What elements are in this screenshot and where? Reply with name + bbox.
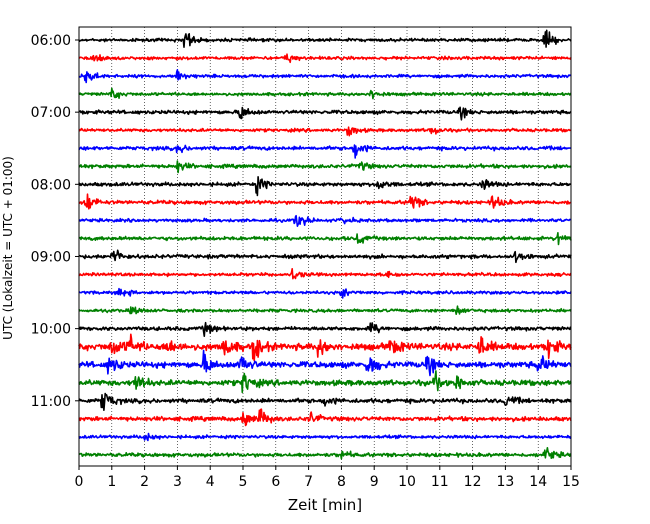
trace-0730 (78, 144, 572, 159)
trace-1000 (78, 321, 572, 337)
trace-1100 (78, 392, 572, 411)
trace-0700 (78, 106, 572, 121)
x-tick-label: 1 (107, 474, 116, 490)
trace-1015 (78, 333, 572, 362)
x-tick-label: 2 (140, 474, 149, 490)
y-tick-label: 11:00 (31, 394, 71, 410)
trace-0800 (78, 176, 572, 197)
x-tick-label: 5 (239, 474, 248, 490)
x-tick-label: 11 (431, 474, 449, 490)
x-axis-ticks: 0 1 2 3 4 5 6 7 8 9 10 11 12 13 14 15 (75, 466, 580, 490)
trace-0815 (78, 193, 572, 210)
x-tick-label: 14 (529, 474, 547, 490)
x-tick-label: 0 (75, 474, 84, 490)
plot-frame (78, 26, 572, 467)
trace-0945 (78, 305, 572, 315)
trace-1030 (78, 349, 572, 377)
y-tick-label: 08:00 (31, 177, 71, 193)
y-tick-label: 09:00 (31, 249, 71, 265)
trace-0715 (78, 126, 572, 137)
trace-1130 (78, 432, 572, 442)
x-tick-label: 13 (496, 474, 514, 490)
x-tick-label: 15 (562, 474, 580, 490)
trace-0745 (78, 160, 572, 174)
y-tick-label: 07:00 (31, 105, 71, 121)
x-tick-label: 8 (337, 474, 346, 490)
x-tick-label: 3 (173, 474, 182, 490)
trace-0915 (78, 268, 572, 280)
trace-0630 (78, 69, 572, 84)
trace-1045 (78, 370, 572, 394)
x-tick-label: 7 (304, 474, 313, 490)
trace-0900 (78, 249, 572, 264)
trace-0930 (78, 287, 572, 299)
trace-0615 (78, 53, 572, 64)
trace-0830 (78, 214, 572, 227)
trace-group (78, 29, 572, 460)
trace-0645 (78, 87, 572, 100)
trace-0845 (78, 232, 572, 246)
y-axis-label: UTC (Lokalzeit = UTC + 01:00) (1, 156, 15, 340)
y-tick-label: 06:00 (31, 33, 71, 49)
x-axis-label: Zeit [min] (288, 496, 362, 514)
trace-1115 (78, 408, 572, 427)
x-tick-label: 12 (464, 474, 482, 490)
y-tick-label: 10:00 (31, 322, 71, 338)
trace-0600 (78, 29, 572, 48)
x-tick-label: 10 (398, 474, 416, 490)
vertical-gridlines (111, 27, 539, 466)
y-axis-ticks: 06:00 07:00 08:00 09:00 10:00 11:00 (31, 33, 79, 410)
x-tick-label: 9 (370, 474, 379, 490)
x-tick-label: 6 (271, 474, 280, 490)
trace-1145 (78, 447, 572, 460)
x-tick-label: 4 (206, 474, 215, 490)
